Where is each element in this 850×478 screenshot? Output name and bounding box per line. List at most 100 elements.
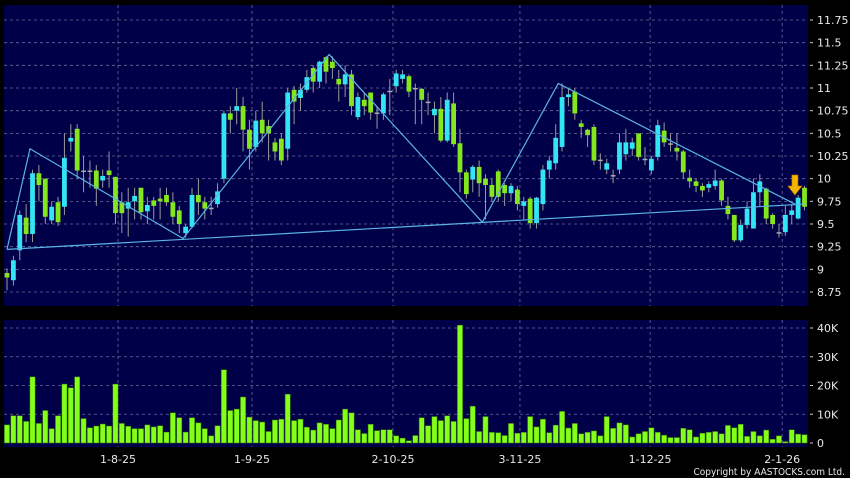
volume-bar (591, 430, 597, 444)
volume-bar (501, 435, 508, 444)
candle-down (176, 210, 182, 225)
volume-bar (304, 426, 310, 444)
volume-bar (750, 431, 757, 444)
volume-bar (170, 412, 176, 444)
candle-up (132, 195, 137, 202)
volume-bar (252, 420, 259, 444)
candle-up (553, 137, 559, 164)
candle-up (534, 197, 539, 224)
volume-bar (776, 435, 782, 444)
price-tick-label: 11 (817, 82, 831, 95)
candle-up (285, 92, 291, 149)
volume-bar (437, 420, 444, 444)
candle-down (476, 166, 482, 184)
volume-bar (42, 410, 49, 444)
volume-bar (584, 432, 591, 444)
candle-up (144, 204, 150, 212)
trendline (6, 53, 796, 250)
candle-down (763, 188, 769, 219)
candle-down (451, 103, 456, 145)
volume-bar (476, 431, 482, 444)
candle-up (559, 97, 565, 147)
candle-doji (776, 232, 782, 234)
candle-down (272, 142, 278, 152)
volume-bar (425, 425, 431, 444)
volume-bar (163, 431, 170, 444)
volume-bar (623, 424, 629, 444)
candle-down (731, 214, 737, 241)
candle-down (170, 202, 176, 217)
candle-down (266, 126, 271, 134)
candle-down (202, 202, 208, 209)
volume-bar (718, 433, 725, 444)
volume-bar (801, 434, 808, 444)
candle-down (770, 214, 775, 225)
candle-up (795, 197, 801, 219)
volume-bar (380, 429, 387, 444)
candle-down (106, 170, 112, 176)
volume-bar (571, 423, 578, 444)
volume-bar (118, 423, 125, 444)
volume-tick-label: 40K (817, 322, 839, 335)
candle-down (725, 205, 731, 215)
volume-bar (208, 435, 215, 444)
candle-up (508, 185, 514, 194)
candle-doji (81, 170, 86, 173)
price-tick-label: 9.25 (817, 241, 842, 254)
volume-bar (482, 416, 489, 444)
candle-down (323, 57, 329, 72)
date-tick-label: 1-8-25 (100, 453, 136, 466)
candle-down (157, 198, 163, 202)
candle-down (674, 147, 680, 152)
candle-up (789, 210, 795, 215)
candle-up (342, 74, 348, 85)
down-arrow-icon (787, 174, 803, 196)
date-tick-label: 2-10-25 (372, 453, 415, 466)
volume-bar (578, 433, 585, 444)
candle-up (604, 163, 610, 170)
volume-bar (227, 410, 234, 444)
volume-bar (514, 432, 521, 444)
date-tick-label: 2-1-26 (764, 453, 800, 466)
candle-down (291, 89, 297, 102)
volume-bar (297, 418, 304, 444)
candle-down (802, 187, 807, 207)
volume-bar (705, 432, 712, 444)
volume-bar (214, 425, 221, 444)
candle-up (712, 180, 718, 186)
volume-bar (4, 424, 10, 444)
volume-bar (603, 416, 610, 444)
volume-bar (399, 437, 406, 444)
candle-down (572, 91, 578, 114)
volume-bar (629, 436, 636, 444)
volume-bar (667, 437, 674, 444)
volume-bar (106, 425, 112, 444)
volume-bar (737, 424, 744, 444)
volume-bar (367, 424, 374, 444)
candle-down (349, 74, 354, 107)
volume-bar (284, 393, 291, 444)
candle-down (138, 187, 144, 213)
volume-bar (769, 439, 776, 444)
volume-bar (240, 396, 246, 444)
volume-bar (731, 427, 738, 444)
price-tick-label: 8.75 (817, 286, 842, 299)
volume-bar (10, 415, 17, 444)
volume-bar (508, 423, 514, 444)
candle-up (629, 142, 635, 149)
volume-panel (4, 320, 808, 447)
volume-bar (386, 429, 393, 444)
volume-bar (463, 418, 470, 444)
candle-doji (597, 159, 603, 162)
price-tick-label: 10.25 (817, 150, 849, 163)
candle-down (361, 99, 367, 107)
volume-bar (125, 426, 132, 444)
volume-bar (393, 435, 400, 444)
candle-up (62, 157, 67, 207)
copyright-text: Copyright by AASTOCKS.com Ltd. (693, 467, 845, 478)
price-tick-label: 9.75 (817, 195, 842, 208)
candle-up (546, 160, 552, 170)
volume-bar (418, 417, 425, 444)
candle-down (489, 185, 495, 197)
volume-bar (29, 376, 36, 444)
